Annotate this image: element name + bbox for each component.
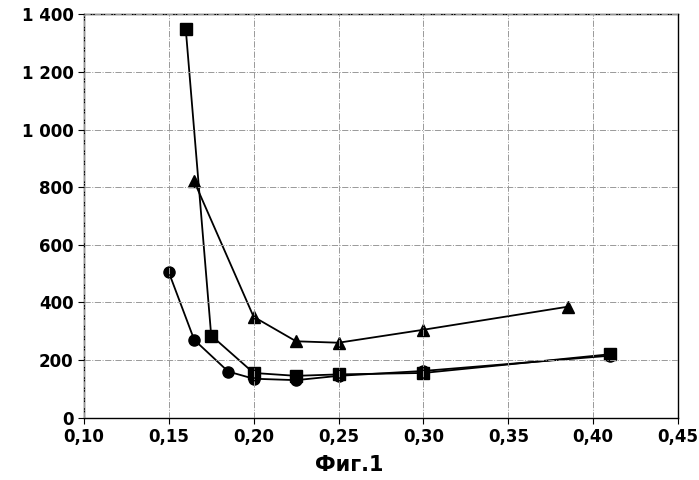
Text: Фиг.1: Фиг.1 [315, 455, 384, 475]
